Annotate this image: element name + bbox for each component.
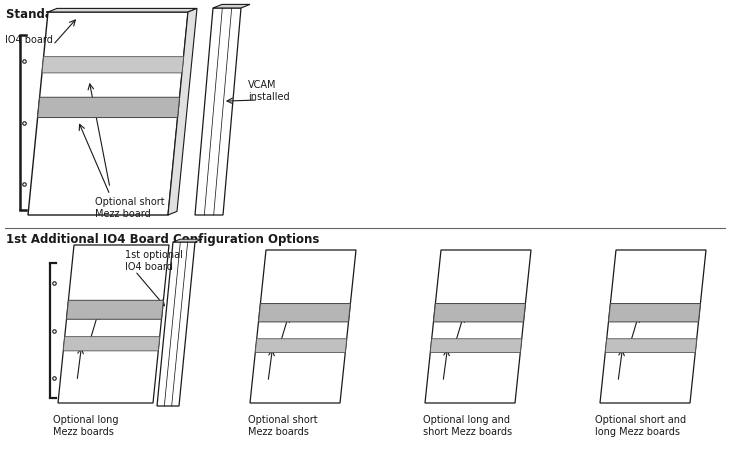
Polygon shape xyxy=(258,303,350,322)
Polygon shape xyxy=(28,12,188,215)
Text: Optional short
Mezz boards: Optional short Mezz boards xyxy=(248,415,318,437)
Text: Optional short and
long Mezz boards: Optional short and long Mezz boards xyxy=(595,415,686,437)
Polygon shape xyxy=(48,8,197,12)
Polygon shape xyxy=(66,300,164,319)
Polygon shape xyxy=(255,339,347,353)
Text: IO4 board: IO4 board xyxy=(5,35,53,45)
Polygon shape xyxy=(430,339,522,353)
Polygon shape xyxy=(605,339,696,353)
Polygon shape xyxy=(600,250,706,403)
Polygon shape xyxy=(173,239,202,242)
Text: Optional long
Mezz boards: Optional long Mezz boards xyxy=(53,415,118,437)
Text: Standard Configuration: Standard Configuration xyxy=(6,8,162,21)
Polygon shape xyxy=(195,8,241,215)
Text: VCAM
installed: VCAM installed xyxy=(248,80,290,101)
Polygon shape xyxy=(42,57,184,73)
Polygon shape xyxy=(213,5,250,8)
Polygon shape xyxy=(425,250,531,403)
Text: Optional long and
short Mezz boards: Optional long and short Mezz boards xyxy=(423,415,512,437)
Text: 1st Additional IO4 Board Configuration Options: 1st Additional IO4 Board Configuration O… xyxy=(6,233,320,246)
Polygon shape xyxy=(609,303,700,322)
Polygon shape xyxy=(434,303,526,322)
Polygon shape xyxy=(168,8,197,215)
Polygon shape xyxy=(58,245,169,403)
Polygon shape xyxy=(157,242,195,406)
Polygon shape xyxy=(250,250,356,403)
Text: 1st optional
IO4 board: 1st optional IO4 board xyxy=(125,250,183,272)
Polygon shape xyxy=(38,97,180,117)
Text: Optional short
Mezz board: Optional short Mezz board xyxy=(95,197,165,218)
Polygon shape xyxy=(64,337,160,351)
